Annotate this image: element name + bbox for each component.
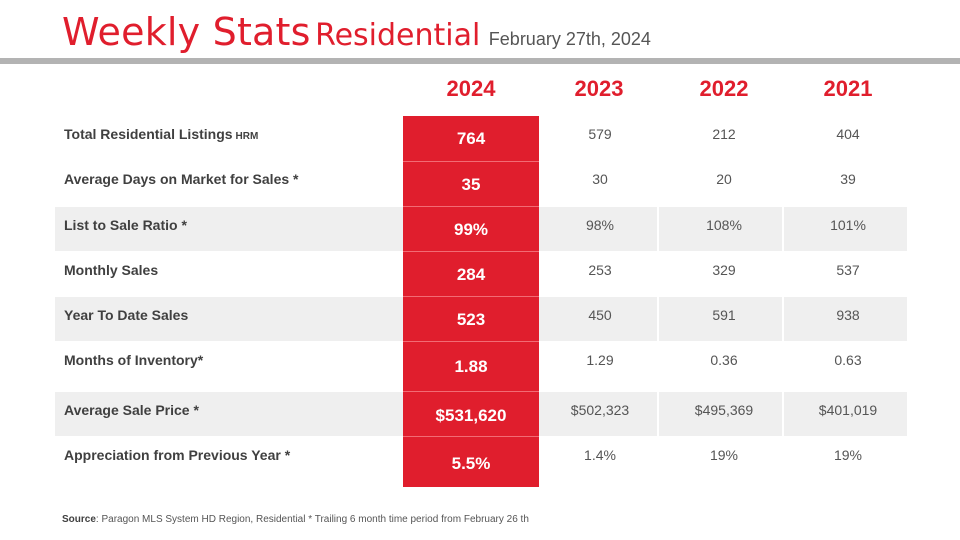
title-date: February 27th, 2024: [488, 29, 651, 49]
cell-divider: [657, 392, 659, 436]
col-header-2022: 2022: [699, 76, 749, 101]
cell-2024: 284: [456, 265, 486, 284]
highlight-separator: [403, 436, 539, 437]
cell-2023: 30: [592, 171, 608, 187]
highlight-separator: [403, 251, 539, 252]
source-note: Source: Paragon MLS System HD Region, Re…: [62, 514, 529, 525]
cell-divider: [657, 297, 659, 341]
cell-2024: 5.5%: [451, 454, 491, 473]
table-row: Appreciation from Previous Year * 1.4% 1…: [55, 437, 907, 481]
highlight-column-2024: [403, 116, 539, 487]
row-label: Average Days on Market for Sales *: [64, 171, 299, 187]
cell-2023: 1.29: [586, 352, 614, 368]
row-label: Average Sale Price *: [64, 402, 199, 418]
cell-2023: 98%: [585, 217, 615, 233]
cell-2024: 35: [461, 175, 481, 194]
cell-2023: 1.4%: [584, 447, 616, 463]
row-label: Total Residential Listings HRM: [64, 126, 259, 142]
cell-2021: 101%: [830, 217, 866, 233]
title-main: Weekly Stats: [62, 10, 311, 54]
title-sub: Residential: [315, 18, 481, 53]
cell-2024: 764: [456, 129, 486, 148]
cell-2021: 404: [836, 126, 860, 142]
cell-2022: 591: [712, 307, 736, 323]
cell-2021: 39: [840, 171, 856, 187]
cell-2023: 579: [588, 126, 612, 142]
row-label: List to Sale Ratio *: [64, 217, 187, 233]
cell-2022: 212: [712, 126, 736, 142]
cell-2022: 19%: [709, 447, 739, 463]
cell-divider: [782, 207, 784, 251]
col-header-2021: 2021: [823, 76, 873, 101]
row-label: Year To Date Sales: [64, 307, 189, 323]
row-label: Appreciation from Previous Year *: [64, 447, 291, 463]
cell-2022: $495,369: [694, 402, 754, 418]
cell-divider: [782, 297, 784, 341]
cell-2023: 253: [588, 262, 612, 278]
page-title: Weekly Stats Residential February 27th, …: [62, 10, 651, 54]
cell-2022: 108%: [706, 217, 742, 233]
highlight-separator: [403, 206, 539, 207]
cell-2023: 450: [588, 307, 612, 323]
cell-2021: 938: [836, 307, 860, 323]
cell-2021: $401,019: [818, 402, 878, 418]
cell-2022: 0.36: [710, 352, 738, 368]
highlight-separator: [403, 391, 539, 392]
cell-2024: 1.88: [454, 357, 488, 376]
cell-2023: $502,323: [570, 402, 630, 418]
highlight-separator: [403, 296, 539, 297]
cell-2021: 19%: [833, 447, 863, 463]
cell-2021: 537: [836, 262, 860, 278]
table-row: Months of Inventory* 1.29 0.36 0.63: [55, 342, 907, 386]
row-label: Months of Inventory*: [64, 352, 204, 368]
col-header-2024: 2024: [446, 76, 496, 101]
row-label: Monthly Sales: [64, 262, 159, 278]
highlight-separator: [403, 341, 539, 342]
cell-divider: [782, 392, 784, 436]
cell-divider: [657, 207, 659, 251]
highlight-separator: [403, 161, 539, 162]
col-header-2023: 2023: [574, 76, 624, 101]
cell-2022: 329: [712, 262, 736, 278]
table-row: Average Days on Market for Sales * 30 20…: [55, 161, 907, 205]
cell-2024: 99%: [453, 220, 489, 239]
cell-2022: 20: [716, 171, 732, 187]
table-row: Monthly Sales 253 329 537: [55, 252, 907, 296]
title-rule: [0, 58, 960, 64]
cell-2024: $531,620: [435, 406, 507, 425]
table-row: Total Residential Listings HRM 579 212 40…: [55, 116, 907, 160]
cell-2024: 523: [456, 310, 486, 329]
cell-2021: 0.63: [834, 352, 862, 368]
